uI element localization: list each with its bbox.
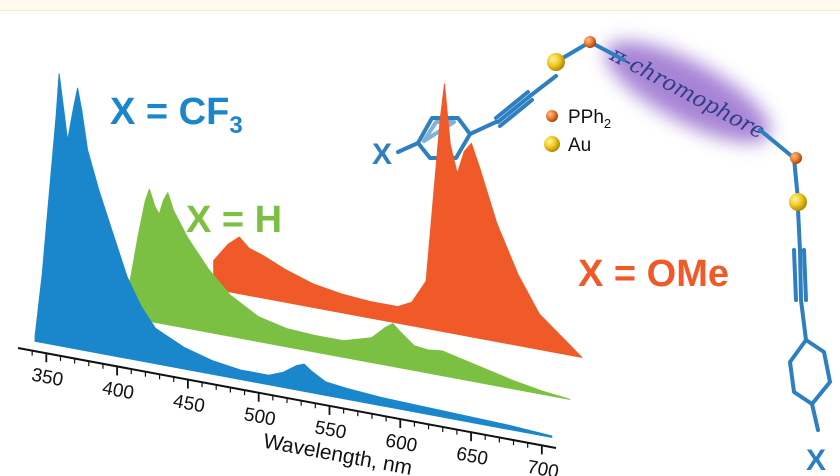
au-atom-left <box>547 53 565 71</box>
x-tick-label: 450 <box>171 391 206 417</box>
series-labels: X = CF3 X = H X = OMe <box>110 91 729 295</box>
series-layer <box>34 73 583 438</box>
x-tick-label: 700 <box>525 457 560 476</box>
top-border <box>0 0 840 11</box>
p-atom-right <box>790 152 802 164</box>
au-atom-right <box>789 193 807 211</box>
x-tick-label: 350 <box>30 365 65 391</box>
x-substituent-bottom: X <box>806 444 826 476</box>
x-tick-label: 650 <box>455 444 490 470</box>
x-tick-label: 400 <box>101 378 136 404</box>
legend-pph2-label: PPh2 <box>568 107 611 131</box>
chromophore-label: π-chromophore <box>605 42 769 145</box>
x-substituent-left: X <box>372 138 392 171</box>
series-area-2 <box>213 83 583 358</box>
series-area-1 <box>123 188 571 400</box>
p-atom-left <box>584 36 596 48</box>
right-arm <box>758 128 832 432</box>
series-label-2: X = OMe <box>578 253 729 295</box>
x-tick-label: 500 <box>242 404 277 430</box>
legend-pph2-marker <box>546 110 558 122</box>
chromophore-glow <box>605 41 771 143</box>
atom-legend: PPh2 Au <box>544 107 611 156</box>
legend-au-label: Au <box>568 135 591 156</box>
series-label-0: X = CF3 <box>110 91 243 139</box>
series-label-1: X = H <box>186 199 282 241</box>
series-area-0 <box>34 73 553 438</box>
legend-au-marker <box>544 136 560 152</box>
